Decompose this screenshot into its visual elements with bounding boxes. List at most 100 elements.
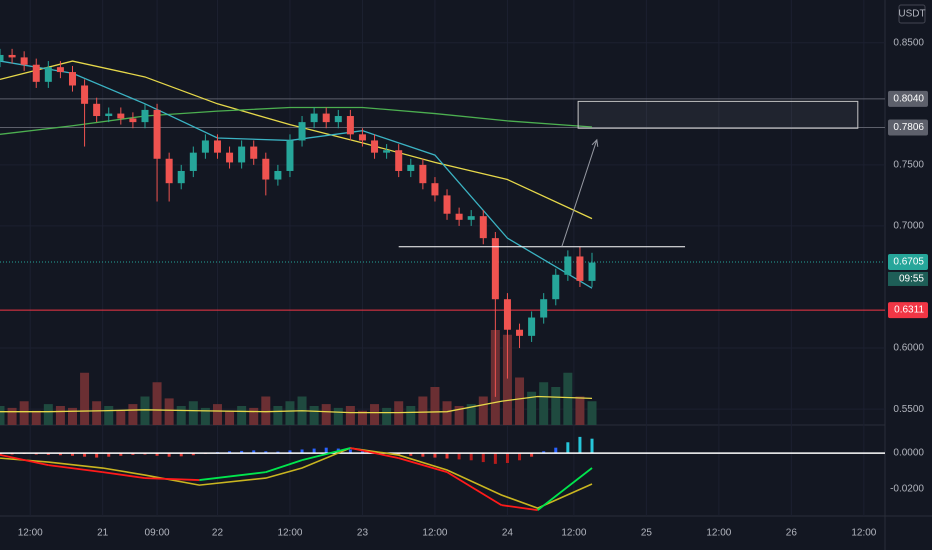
price-badge-label: 0.8040 xyxy=(893,94,924,105)
osc-histogram xyxy=(530,453,534,457)
candle-body xyxy=(250,146,258,159)
volume-bar xyxy=(442,401,452,425)
x-tick-label: 09:00 xyxy=(145,528,170,539)
y-tick-label: 0.6000 xyxy=(893,343,924,354)
x-tick-label: 21 xyxy=(97,528,109,539)
volume-bar xyxy=(321,404,331,425)
candle-body xyxy=(503,299,511,330)
volume-bar xyxy=(188,401,198,425)
volume-bar xyxy=(0,406,5,425)
volume-bar xyxy=(104,406,114,425)
x-tick-label: 12:00 xyxy=(422,528,447,539)
osc-histogram xyxy=(481,453,485,463)
osc-fast-segment xyxy=(102,471,146,479)
price-badge-label: 0.6705 xyxy=(893,257,924,268)
osc-fast-segment xyxy=(0,453,49,467)
candle-body xyxy=(491,238,499,300)
osc-histogram xyxy=(95,453,99,458)
candle-body xyxy=(56,67,64,73)
price-badge xyxy=(888,90,928,107)
osc-histogram xyxy=(167,453,171,457)
osc-histogram xyxy=(493,453,497,464)
candle-body xyxy=(189,152,197,171)
volume-bar xyxy=(527,391,537,425)
osc-tick-label: 0.0000 xyxy=(893,448,924,459)
volume-bar xyxy=(152,382,162,425)
price-badge-label: 0.7806 xyxy=(893,122,924,133)
volume-bar xyxy=(466,404,476,425)
candle-body xyxy=(226,152,234,163)
y-tick-label: 0.7000 xyxy=(893,221,924,232)
volume-bar xyxy=(515,377,525,425)
osc-histogram xyxy=(397,453,401,455)
candle-body xyxy=(93,103,101,117)
candle-body xyxy=(467,216,475,220)
osc-histogram xyxy=(119,453,123,456)
volume-ma xyxy=(0,395,593,414)
osc-fast-segment xyxy=(446,471,502,506)
candle-body xyxy=(431,183,439,196)
volume-bar xyxy=(43,404,53,425)
candle-body xyxy=(32,64,40,82)
volume-bar xyxy=(19,401,29,425)
target-box xyxy=(577,100,859,129)
candle-body xyxy=(20,57,28,65)
osc-histogram xyxy=(360,451,364,454)
currency-box[interactable] xyxy=(898,4,926,24)
x-tick-label: 12:00 xyxy=(706,528,731,539)
price-badge xyxy=(888,119,928,136)
x-tick-label: 26 xyxy=(786,528,798,539)
candle-body xyxy=(201,140,209,153)
volume-bar xyxy=(430,387,440,425)
osc-histogram xyxy=(348,449,352,454)
osc-histogram xyxy=(421,453,425,457)
volume-bar xyxy=(382,407,392,425)
candle-body xyxy=(0,54,4,62)
osc-tick-label: -0.0200 xyxy=(890,484,924,495)
osc-histogram xyxy=(0,453,2,455)
osc-histogram xyxy=(179,453,183,457)
volume-bar xyxy=(261,396,271,425)
volume-bar xyxy=(309,406,319,425)
osc-histogram xyxy=(300,449,304,454)
candle-body xyxy=(213,140,221,153)
osc-histogram xyxy=(252,450,256,454)
osc-histogram xyxy=(590,438,594,454)
volume-bar xyxy=(345,406,355,425)
y-tick-label: 0.8500 xyxy=(893,37,924,48)
volume-bar xyxy=(164,398,174,425)
volume-bar xyxy=(31,410,41,425)
candle-body xyxy=(455,213,463,220)
volume-bar xyxy=(237,406,247,425)
osc-histogram xyxy=(433,453,437,458)
volume-bar xyxy=(418,396,428,425)
x-tick-label: 25 xyxy=(641,528,653,539)
candle-body xyxy=(371,140,379,153)
candle-body xyxy=(322,113,330,123)
osc-fast-segment xyxy=(501,504,538,512)
osc-histogram xyxy=(445,453,449,459)
candle-body xyxy=(407,164,415,171)
candle-body xyxy=(479,216,487,239)
candle-body xyxy=(44,67,52,82)
volume-bar xyxy=(176,406,186,425)
candle-body xyxy=(153,109,161,159)
volume-bar xyxy=(212,404,222,425)
osc-fast-segment xyxy=(350,447,399,460)
candle-body xyxy=(346,116,354,135)
volume-bar xyxy=(67,407,77,425)
candle-body xyxy=(552,274,560,300)
countdown-badge xyxy=(888,271,928,286)
volume-bar xyxy=(140,396,150,425)
candle-body xyxy=(419,164,427,184)
candle-body xyxy=(177,170,185,184)
y-tick-label: 0.7500 xyxy=(893,160,924,171)
volume-bar xyxy=(92,401,102,425)
volume-bar xyxy=(249,407,259,425)
osc-histogram xyxy=(324,447,328,454)
x-tick-label: 23 xyxy=(357,528,369,539)
price-badge xyxy=(888,253,928,270)
volume-bar xyxy=(128,404,138,425)
